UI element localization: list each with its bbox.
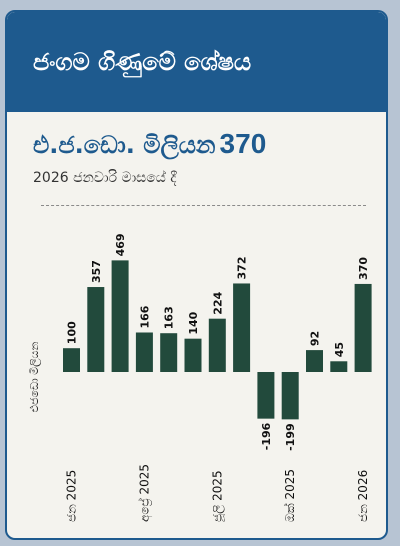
data-label: 140 bbox=[187, 311, 200, 334]
bar-apr-2025 bbox=[135, 332, 153, 372]
data-label: 92 bbox=[309, 331, 322, 346]
bar-jun-2025 bbox=[184, 338, 202, 372]
data-label: 372 bbox=[236, 256, 249, 279]
data-label: 224 bbox=[211, 291, 224, 314]
bar-mar-2025 bbox=[111, 260, 129, 372]
x-tick-label: ඔක් 2025 bbox=[283, 469, 297, 522]
bar-chart: 100 357 469 166 163 140 224 372 -196 -199 92 45 370 ජ… bbox=[63, 233, 372, 522]
subtitle-date: 2026 ජනවාරි මාසයේ දී bbox=[33, 170, 177, 186]
x-tick-label: අප්‍රේ 2025 bbox=[137, 464, 152, 522]
x-tick-label: ජූලි 2025 bbox=[210, 470, 225, 522]
bar-jan-2026 bbox=[354, 283, 372, 372]
card-title: ජංගම ගිණුමේ ශේෂය bbox=[7, 12, 386, 112]
bar-dec-2025 bbox=[330, 361, 348, 372]
data-label: 469 bbox=[114, 233, 127, 256]
bar-may-2025 bbox=[160, 333, 178, 372]
divider bbox=[41, 205, 366, 206]
bar-aug-2025 bbox=[233, 283, 251, 372]
headline-prefix: එ.ජ.ඩො. මිලියන bbox=[33, 131, 216, 159]
data-label: 357 bbox=[90, 260, 103, 283]
bar-nov-2025 bbox=[306, 350, 323, 372]
data-label: 45 bbox=[333, 342, 346, 357]
x-tick-label: ජන 2026 bbox=[356, 470, 370, 522]
data-label: 100 bbox=[66, 321, 79, 344]
chart-card: ජංගම ගිණුමේ ශේෂය එ.ජ.ඩො. මිලියන 370 2026 … bbox=[5, 10, 388, 540]
headline: එ.ජ.ඩො. මිලියන 370 bbox=[33, 128, 266, 160]
bar-sep-2025 bbox=[257, 372, 275, 419]
bar-oct-2025 bbox=[281, 372, 299, 420]
data-label: -199 bbox=[284, 423, 297, 451]
bar-jul-2025 bbox=[208, 318, 226, 372]
data-label: 163 bbox=[163, 306, 176, 329]
data-label: -196 bbox=[260, 422, 273, 450]
x-tick-label: ජන 2025 bbox=[65, 470, 79, 522]
headline-value: 370 bbox=[219, 128, 267, 159]
bar-feb-2025 bbox=[87, 287, 105, 372]
bar-jan-2025 bbox=[63, 348, 80, 372]
data-label: 166 bbox=[138, 305, 151, 328]
data-label: 370 bbox=[357, 257, 370, 280]
